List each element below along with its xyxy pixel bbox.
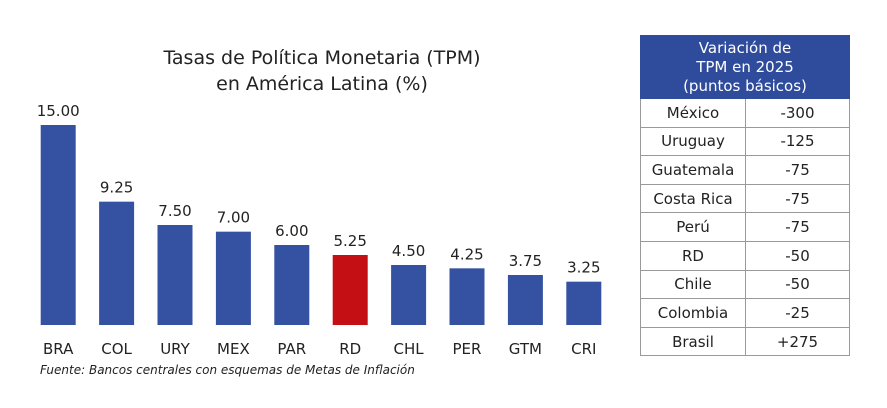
country-cell: RD bbox=[640, 240, 746, 271]
chart-title: Tasas de Política Monetaria (TPM) bbox=[162, 47, 480, 69]
category-label: URY bbox=[160, 340, 190, 358]
bar bbox=[215, 231, 251, 325]
country-cell: Guatemala bbox=[640, 155, 746, 185]
table-row: Colombia -25 bbox=[640, 298, 850, 328]
bar bbox=[157, 225, 193, 325]
category-label: CRI bbox=[571, 340, 596, 358]
value-label: 7.50 bbox=[158, 202, 191, 220]
bar bbox=[99, 201, 135, 325]
table-row: Costa Rica -75 bbox=[640, 183, 850, 214]
table-row: México -300 bbox=[640, 98, 850, 128]
header-line: Variación de bbox=[698, 39, 792, 57]
country-cell: Brasil bbox=[640, 326, 746, 357]
value-label: 3.75 bbox=[509, 252, 542, 270]
table-row: Uruguay -125 bbox=[640, 126, 850, 157]
value-label: 4.50 bbox=[392, 242, 425, 260]
bar bbox=[507, 275, 543, 325]
change-cell: -50 bbox=[745, 269, 850, 300]
table-row: Brasil +275 bbox=[640, 326, 850, 357]
category-label: BRA bbox=[43, 340, 74, 358]
chart: Tasas de Política Monetaria (TPM) en Amér… bbox=[37, 47, 602, 377]
category-label: COL bbox=[101, 340, 132, 358]
value-label: 4.25 bbox=[450, 245, 483, 263]
change-cell: -125 bbox=[745, 126, 850, 157]
value-label: 5.25 bbox=[333, 232, 366, 250]
bar bbox=[566, 281, 602, 325]
change-cell: +275 bbox=[745, 326, 850, 357]
table-row: RD -50 bbox=[640, 240, 850, 271]
country-cell: Chile bbox=[640, 269, 746, 300]
rate-change-table: Variación de TPM en 2025 (puntos básicos) … bbox=[640, 35, 850, 357]
category-label: MEX bbox=[217, 340, 250, 358]
category-label: PAR bbox=[277, 340, 306, 358]
value-label: 15.00 bbox=[37, 102, 80, 120]
bar bbox=[449, 268, 485, 325]
header-line: (puntos básicos) bbox=[683, 77, 807, 95]
change-cell: -75 bbox=[745, 212, 850, 242]
table-row: Chile -50 bbox=[640, 269, 850, 300]
country-cell: Uruguay bbox=[640, 126, 746, 157]
change-cell: -300 bbox=[745, 98, 850, 128]
value-label: 9.25 bbox=[100, 179, 133, 197]
table-row: Perú -75 bbox=[640, 212, 850, 242]
country-cell: Perú bbox=[640, 212, 746, 242]
header-line: TPM en 2025 bbox=[696, 58, 794, 76]
bar bbox=[274, 245, 310, 325]
bar bbox=[40, 125, 76, 325]
category-label: CHL bbox=[394, 340, 425, 358]
source-note: Fuente: Bancos centrales con esquemas de… bbox=[40, 363, 415, 377]
value-label: 7.00 bbox=[217, 209, 250, 227]
bar bbox=[391, 265, 427, 325]
change-cell: -75 bbox=[745, 183, 850, 214]
change-cell: -75 bbox=[745, 155, 850, 185]
category-label: GTM bbox=[509, 340, 542, 358]
bar bbox=[332, 255, 368, 325]
country-cell: Costa Rica bbox=[640, 183, 746, 214]
table-header: Variación de TPM en 2025 (puntos básicos) bbox=[640, 35, 850, 99]
country-cell: Colombia bbox=[640, 298, 746, 328]
country-cell: México bbox=[640, 98, 746, 128]
change-cell: -50 bbox=[745, 240, 850, 271]
value-label: 3.25 bbox=[567, 259, 600, 277]
category-label: PER bbox=[453, 340, 482, 358]
change-cell: -25 bbox=[745, 298, 850, 328]
chart-title: en América Latina (%) bbox=[216, 73, 428, 95]
value-label: 6.00 bbox=[275, 222, 308, 240]
category-label: RD bbox=[339, 340, 361, 358]
table-row: Guatemala -75 bbox=[640, 155, 850, 185]
